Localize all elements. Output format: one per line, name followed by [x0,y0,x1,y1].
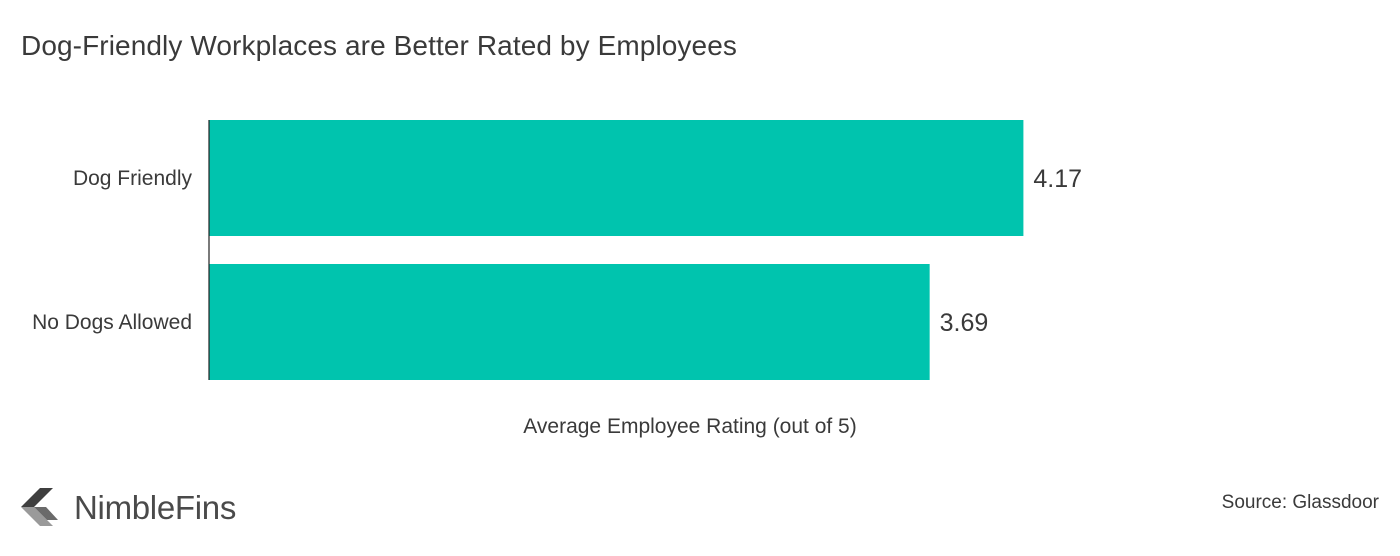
bar-chart: Dog Friendly 4.17 No Dogs Allowed 3.69 Aver… [32,120,1082,438]
bar-dog-friendly [209,120,1024,236]
bars-layer: Dog Friendly 4.17 No Dogs Allowed 3.69 [32,120,1082,380]
category-label: Dog Friendly [73,167,193,190]
value-label: 3.69 [940,309,989,337]
chart-title: Dog-Friendly Workplaces are Better Rated… [21,30,737,61]
category-label: No Dogs Allowed [32,311,192,334]
bar-no-dogs-allowed [209,264,930,380]
brand-name: NimbleFins [74,489,237,526]
brand-logo: NimbleFins [20,488,236,528]
source-note: Source: Glassdoor [1221,492,1379,513]
nimblefins-logo-icon [21,488,58,526]
value-label: 4.17 [1033,165,1082,193]
x-axis-title: Average Employee Rating (out of 5) [523,415,856,438]
